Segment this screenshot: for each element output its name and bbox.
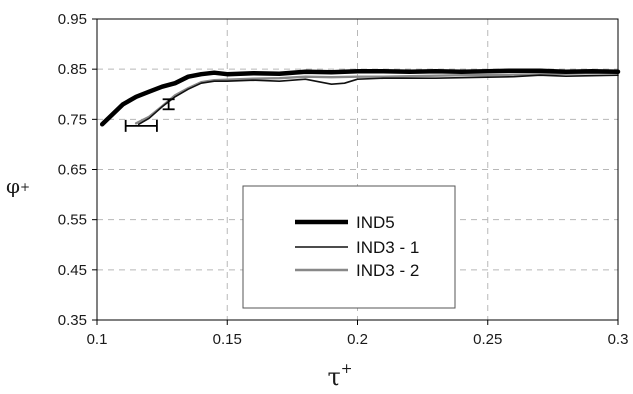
y-axis-label: φ+ (6, 174, 30, 198)
series-line-ind5 (99, 68, 621, 127)
x-tick-label: 0.1 (87, 331, 108, 348)
x-tick-label: 0.3 (608, 331, 629, 348)
y-tick-label: 0.35 (58, 312, 87, 329)
y-tick-label: 0.65 (58, 162, 87, 179)
y-tick-label: 0.45 (58, 262, 87, 279)
legend-label-ind3-2: IND3 - 2 (356, 261, 419, 280)
series-line-ind3-2 (134, 71, 620, 125)
y-tick-label: 0.75 (58, 111, 87, 128)
legend-box (242, 185, 456, 309)
x-tick-label: 0.25 (473, 331, 502, 348)
y-tick-label: 0.55 (58, 212, 87, 229)
error-bars (124, 98, 175, 132)
x-tick-labels: 0.1 0.15 0.2 0.25 0.3 (87, 320, 629, 348)
y-tick-label: 0.95 (58, 11, 87, 28)
series-layer (99, 68, 621, 127)
series-line-ind3-1 (137, 74, 619, 126)
x-tick-label: 0.2 (347, 331, 368, 348)
legend: IND5 IND3 - 1 IND3 - 2 (242, 185, 456, 309)
x-axis-label: τ+ (327, 361, 352, 391)
legend-label-ind3-1: IND3 - 1 (356, 238, 419, 257)
y-tick-label: 0.85 (58, 61, 87, 78)
legend-label-ind5: IND5 (356, 213, 395, 232)
x-tick-label: 0.15 (213, 331, 242, 348)
y-tick-labels: 0.35 0.45 0.55 0.65 0.75 0.85 0.95 (58, 11, 97, 329)
